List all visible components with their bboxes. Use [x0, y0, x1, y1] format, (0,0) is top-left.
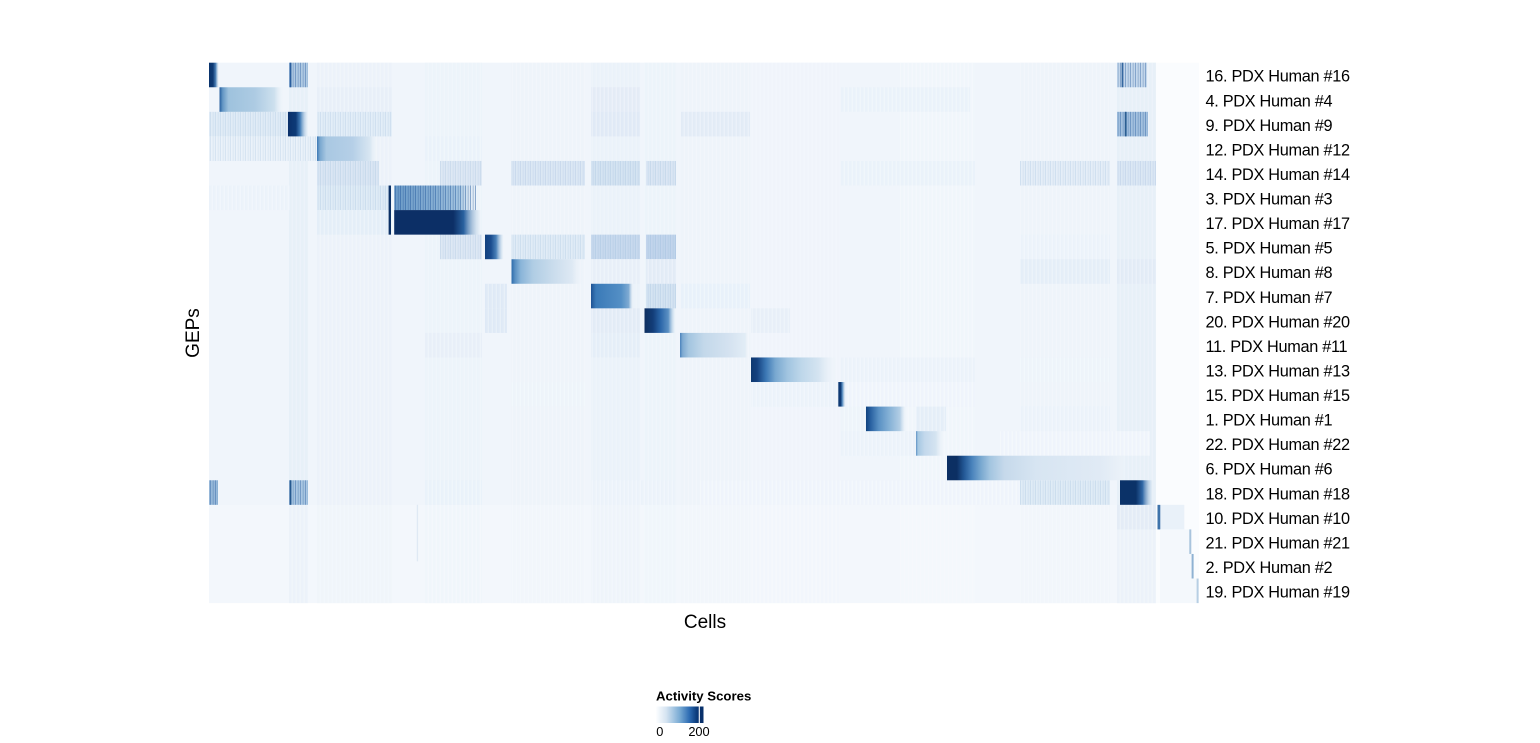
svg-text:11. PDX Human #11: 11. PDX Human #11: [1206, 338, 1348, 356]
svg-text:Cells: Cells: [684, 612, 726, 633]
svg-text:4. PDX Human #4: 4. PDX Human #4: [1206, 92, 1333, 110]
svg-text:6. PDX Human #6: 6. PDX Human #6: [1206, 461, 1333, 479]
svg-text:3. PDX Human #3: 3. PDX Human #3: [1206, 191, 1333, 209]
svg-text:0: 0: [656, 724, 663, 739]
svg-text:7. PDX Human #7: 7. PDX Human #7: [1206, 289, 1333, 307]
svg-text:200: 200: [688, 724, 709, 739]
svg-text:2. PDX Human #2: 2. PDX Human #2: [1206, 559, 1333, 577]
svg-text:14. PDX Human #14: 14. PDX Human #14: [1206, 166, 1350, 184]
svg-text:9. PDX Human #9: 9. PDX Human #9: [1206, 117, 1333, 135]
svg-text:18. PDX Human #18: 18. PDX Human #18: [1206, 485, 1350, 503]
svg-text:19. PDX Human #19: 19. PDX Human #19: [1206, 584, 1350, 602]
svg-text:5. PDX Human #5: 5. PDX Human #5: [1206, 240, 1333, 258]
svg-text:21. PDX Human #21: 21. PDX Human #21: [1206, 534, 1350, 552]
svg-text:20. PDX Human #20: 20. PDX Human #20: [1206, 313, 1350, 331]
svg-text:22. PDX Human #22: 22. PDX Human #22: [1206, 436, 1350, 454]
svg-text:15. PDX Human #15: 15. PDX Human #15: [1206, 387, 1350, 405]
svg-text:12. PDX Human #12: 12. PDX Human #12: [1206, 141, 1350, 159]
svg-text:1. PDX Human #1: 1. PDX Human #1: [1206, 412, 1333, 430]
svg-text:8. PDX Human #8: 8. PDX Human #8: [1206, 264, 1333, 282]
svg-text:17. PDX Human #17: 17. PDX Human #17: [1206, 215, 1350, 233]
svg-text:Activity Scores: Activity Scores: [656, 689, 751, 704]
svg-text:13. PDX Human #13: 13. PDX Human #13: [1206, 362, 1350, 380]
svg-text:10. PDX Human #10: 10. PDX Human #10: [1206, 510, 1350, 528]
svg-text:16. PDX Human #16: 16. PDX Human #16: [1206, 68, 1350, 86]
svg-text:GEPs: GEPs: [183, 308, 204, 358]
